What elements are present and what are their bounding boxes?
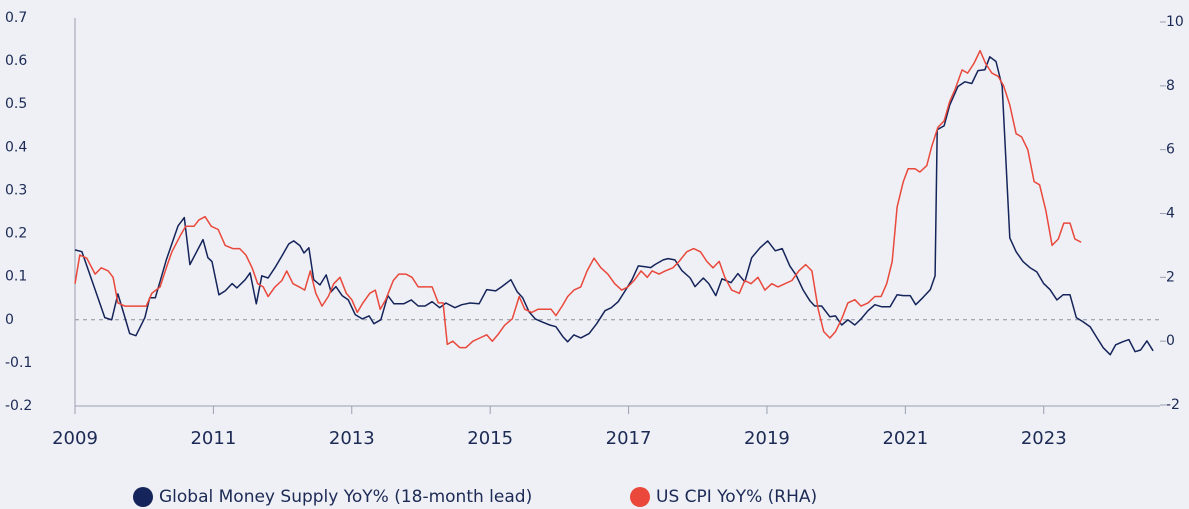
legend-label: Global Money Supply YoY% (18-month lead): [159, 487, 532, 507]
legend-marker: [630, 487, 650, 507]
y-tick-label: 0.2: [5, 226, 27, 242]
y2-tick-label: 10: [1166, 14, 1184, 30]
y2-tick-label: 0: [1166, 333, 1175, 349]
x-tick-label: 2013: [329, 428, 375, 449]
x-tick-label: 2019: [744, 428, 790, 449]
y-tick-label: 0: [5, 312, 14, 328]
y-tick-label: 0.3: [5, 182, 27, 198]
y-tick-label: 0.1: [5, 269, 27, 285]
series-line: [74, 56, 1154, 356]
legend-label: US CPI YoY% (RHA): [656, 487, 817, 507]
y-tick-label: -0.1: [5, 355, 32, 371]
y2-tick-label: 2: [1166, 269, 1175, 285]
y-tick-label: 0.7: [5, 10, 27, 26]
y2-tick-label: 4: [1166, 206, 1175, 222]
x-tick-label: 2011: [190, 428, 236, 449]
y2-tick-label: 8: [1166, 78, 1175, 94]
y-tick-label: -0.2: [5, 398, 32, 414]
y2-tick-label: 6: [1166, 142, 1175, 158]
legend-marker: [133, 487, 153, 507]
x-tick-label: 2021: [882, 428, 928, 449]
x-tick-label: 2009: [52, 428, 98, 449]
y-tick-label: 0.6: [5, 53, 27, 69]
y2-tick-label: -2: [1166, 397, 1180, 413]
x-tick-label: 2023: [1021, 428, 1067, 449]
y-tick-label: 0.4: [5, 139, 27, 155]
x-tick-label: 2015: [467, 428, 513, 449]
series-line: [74, 49, 1082, 349]
y-tick-label: 0.5: [5, 96, 27, 112]
x-tick-label: 2017: [606, 428, 652, 449]
